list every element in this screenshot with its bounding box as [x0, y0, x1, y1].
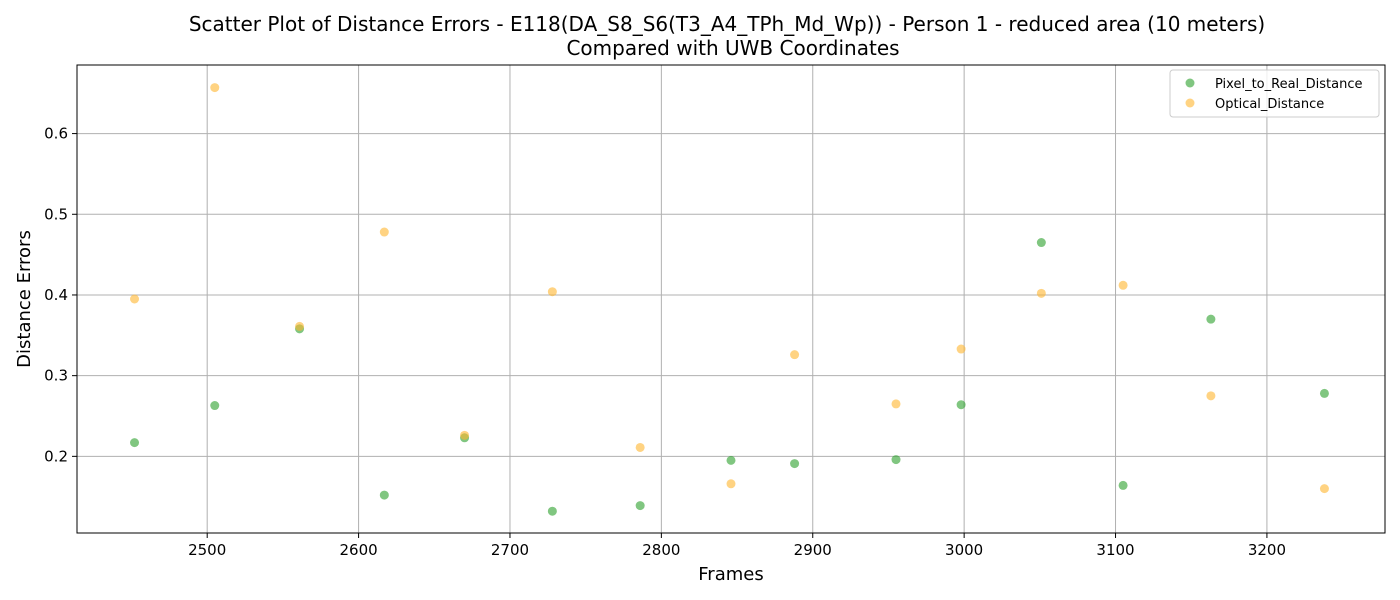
legend: Pixel_to_Real_Distance Optical_Distance	[1169, 69, 1380, 118]
data-point-pixel-to-real-distance	[1118, 480, 1128, 490]
y-tick-label: 0.3	[44, 367, 68, 385]
data-point-pixel-to-real-distance	[379, 490, 389, 500]
axis-ticks: 2500 2600 2700 2800 2900 3000 3100 3200 0.2 0.3 0.…	[44, 125, 1286, 559]
data-point-optical-distance	[790, 350, 800, 360]
chart-title-line-1: Scatter Plot of Distance Errors - E118(D…	[189, 12, 1265, 36]
x-tick-label: 2700	[491, 541, 529, 559]
legend-box	[1169, 69, 1380, 118]
data-points	[130, 83, 1329, 516]
data-point-pixel-to-real-distance	[210, 401, 220, 411]
data-point-pixel-to-real-distance	[956, 400, 966, 410]
data-point-optical-distance	[956, 344, 966, 354]
data-point-pixel-to-real-distance	[726, 455, 736, 465]
data-point-optical-distance	[130, 294, 140, 304]
data-point-optical-distance	[460, 430, 470, 440]
x-tick-label: 3000	[945, 541, 983, 559]
y-tick-label: 0.5	[44, 205, 68, 223]
data-point-optical-distance	[1319, 484, 1329, 494]
y-axis-label: Distance Errors	[14, 230, 35, 368]
x-tick-label: 3200	[1248, 541, 1286, 559]
y-tick-label: 0.2	[44, 447, 68, 465]
data-point-optical-distance	[1206, 391, 1216, 401]
data-point-optical-distance	[295, 321, 305, 331]
data-point-optical-distance	[379, 227, 389, 237]
data-point-optical-distance	[1036, 288, 1046, 298]
data-point-pixel-to-real-distance	[1319, 388, 1329, 398]
x-tick-label: 2500	[188, 541, 226, 559]
data-point-optical-distance	[635, 442, 645, 452]
plot-frame	[76, 64, 1386, 534]
legend-marker-pixel-to-real	[1185, 78, 1195, 88]
data-point-pixel-to-real-distance	[891, 455, 901, 465]
data-point-pixel-to-real-distance	[1206, 314, 1216, 324]
legend-label-pixel-to-real: Pixel_to_Real_Distance	[1215, 77, 1363, 92]
data-point-optical-distance	[726, 479, 736, 489]
x-tick-label: 2900	[794, 541, 832, 559]
x-axis-label: Frames	[698, 564, 763, 585]
x-tick-label: 2800	[642, 541, 680, 559]
x-tick-label: 3100	[1096, 541, 1134, 559]
data-point-pixel-to-real-distance	[547, 506, 557, 516]
data-point-optical-distance	[891, 399, 901, 409]
chart-title-line-2: Compared with UWB Coordinates	[566, 36, 899, 60]
y-tick-label: 0.4	[44, 286, 68, 304]
legend-marker-optical	[1185, 98, 1195, 108]
x-tick-label: 2600	[339, 541, 377, 559]
data-point-optical-distance	[547, 287, 557, 297]
data-point-pixel-to-real-distance	[635, 501, 645, 511]
data-point-pixel-to-real-distance	[130, 438, 140, 448]
data-point-optical-distance	[210, 83, 220, 93]
legend-label-optical: Optical_Distance	[1215, 97, 1324, 112]
y-tick-label: 0.6	[44, 125, 68, 143]
data-point-optical-distance	[1118, 280, 1128, 290]
data-point-pixel-to-real-distance	[790, 459, 800, 469]
data-point-pixel-to-real-distance	[1036, 238, 1046, 248]
